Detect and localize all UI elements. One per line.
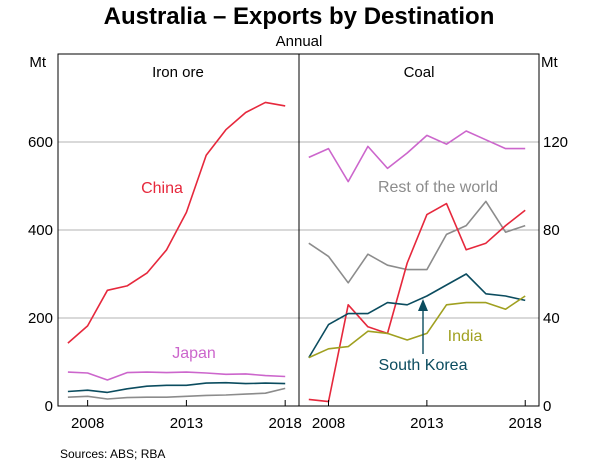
iron-ore-china-label: China [141,180,183,197]
coal-south-korea-label: South Korea [379,357,468,374]
coal-india-line [308,295,526,359]
chart-subtitle: Annual [276,33,323,50]
right-y-tick-label: 80 [543,222,560,239]
coal-japan-line [308,130,526,183]
x-tick-label: 2008 [312,415,345,432]
right-y-tick-label: 40 [543,310,560,327]
right-axis-unit: Mt [541,54,558,71]
south-korea-arrow-head [418,299,428,311]
coal-south-korea-line [308,273,526,359]
right-y-tick-label: 0 [543,398,551,415]
series-labels: China Japan Rest of the world India South Ko… [141,179,498,374]
left-y-tick-label: 400 [28,222,53,239]
coal-rest-of-the-world-line [308,200,526,284]
coal-india-label: India [448,328,483,345]
iron-ore-japan-label: Japan [172,345,216,362]
panel-title-iron-ore: Iron ore [152,64,204,81]
chart-title: Australia – Exports by Destination [104,3,495,30]
axis-ticks: 0 200 400 600 0 40 80 120 2008 2013 2018 2008 2013 20… [28,134,568,432]
left-y-tick-label: 600 [28,134,53,151]
iron-ore-china-line [67,101,286,344]
left-y-tick-label: 0 [45,398,53,415]
panel-title-coal: Coal [404,64,435,81]
coal-panel [308,130,526,403]
iron-ore-series-3-line [67,387,286,400]
right-y-tick-label: 120 [543,134,568,151]
iron-ore-japan-line [67,371,286,381]
iron-ore-series-2-line [67,381,286,394]
left-axis-unit: Mt [29,54,46,71]
x-tick-label: 2013 [410,415,443,432]
left-y-tick-label: 200 [28,310,53,327]
plot-frame [57,53,540,407]
coal-rest-of-the-world-label: Rest of the world [378,179,498,196]
x-tick-label: 2018 [268,415,301,432]
x-tick-label: 2018 [509,415,542,432]
chart-source: Sources: ABS; RBA [60,447,165,461]
iron-ore-panel [67,101,286,400]
x-tick-label: 2008 [71,415,104,432]
coal-china-line [308,202,526,403]
x-tick-label: 2013 [170,415,203,432]
